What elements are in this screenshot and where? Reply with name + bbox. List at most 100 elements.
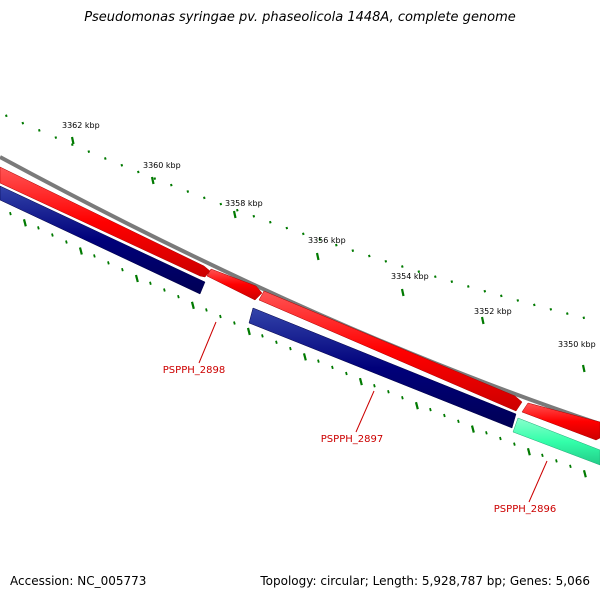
ruler-inner-minor-tick xyxy=(51,233,54,237)
ruler-label: 3356 kbp xyxy=(308,236,346,245)
ruler-inner-minor-tick xyxy=(317,359,320,363)
ruler-inner-major-tick xyxy=(246,327,251,336)
ruler-minor-tick xyxy=(203,196,206,200)
ruler-major-tick xyxy=(581,364,586,373)
ruler-minor-tick xyxy=(302,232,305,236)
gene-label-leader xyxy=(355,390,375,433)
ruler-label: 3352 kbp xyxy=(474,307,512,316)
ruler-inner-minor-tick xyxy=(457,419,460,424)
ruler-minor-tick xyxy=(120,163,124,167)
ruler-outer-ticks xyxy=(5,114,586,373)
gene-label-pspph-2898[interactable]: PSPPH_2898 xyxy=(163,365,225,376)
ruler-minor-tick xyxy=(71,143,74,146)
genome-backbone xyxy=(0,155,600,426)
ruler-minor-tick xyxy=(516,299,520,302)
ruler-inner-minor-tick xyxy=(429,407,432,412)
gene-reverse-2 xyxy=(248,307,517,429)
ruler-inner-major-tick xyxy=(302,353,307,361)
ruler-inner-major-tick xyxy=(134,274,139,283)
gene-forward-1 xyxy=(0,166,211,278)
ruler-minor-tick xyxy=(417,270,421,274)
ruler-inner-minor-tick xyxy=(65,240,68,244)
ruler-inner-minor-tick xyxy=(219,314,222,319)
ruler-inner-minor-tick xyxy=(485,431,488,435)
gene-label-leader xyxy=(528,460,548,503)
ruler-minor-tick xyxy=(434,275,437,279)
ruler-minor-tick xyxy=(38,129,41,132)
ruler-minor-tick xyxy=(21,121,25,125)
ruler-inner-minor-tick xyxy=(387,390,390,394)
gene-rna-1 xyxy=(512,417,600,466)
gene-reverse-1 xyxy=(0,185,206,295)
ruler-inner-minor-tick xyxy=(37,226,40,230)
ruler-minor-tick xyxy=(5,114,8,118)
ruler-inner-minor-tick xyxy=(275,340,278,344)
ruler-inner-minor-tick xyxy=(541,453,544,458)
ruler-inner-ticks xyxy=(9,211,587,478)
ruler-minor-tick xyxy=(483,289,487,293)
ruler-inner-minor-tick xyxy=(499,436,502,441)
ruler-minor-tick xyxy=(318,238,322,241)
ruler-label: 3358 kbp xyxy=(225,199,263,208)
ruler-inner-major-tick xyxy=(582,469,587,478)
ruler-inner-minor-tick xyxy=(163,288,166,292)
ruler-minor-tick xyxy=(549,307,553,311)
ruler-major-tick xyxy=(232,210,237,219)
ruler-label: 3350 kbp xyxy=(558,340,596,349)
ruler-minor-tick xyxy=(219,202,223,206)
ruler-major-tick xyxy=(400,288,405,297)
ruler-inner-minor-tick xyxy=(121,267,124,272)
gene-forward-2 xyxy=(206,268,263,301)
ruler-inner-minor-tick xyxy=(401,396,404,400)
ruler-minor-tick xyxy=(186,190,190,193)
ruler-inner-major-tick xyxy=(414,401,419,410)
ruler-inner-major-tick xyxy=(78,247,83,255)
ruler-inner-minor-tick xyxy=(93,254,96,258)
gene-forward-4 xyxy=(521,402,600,441)
ruler-inner-major-tick xyxy=(358,377,363,386)
ruler-inner-minor-tick xyxy=(205,308,208,312)
ruler-minor-tick xyxy=(137,170,140,174)
ruler-inner-minor-tick xyxy=(569,464,572,469)
ruler-inner-minor-tick xyxy=(289,346,292,351)
ruler-minor-tick xyxy=(170,183,173,187)
ruler-inner-minor-tick xyxy=(555,459,558,463)
ruler-inner-minor-tick xyxy=(233,321,236,325)
ruler-minor-tick xyxy=(467,285,470,288)
ruler-label: 3360 kbp xyxy=(143,161,181,170)
ruler-minor-tick xyxy=(566,312,569,315)
ruler-minor-tick xyxy=(87,150,91,153)
ruler-minor-tick xyxy=(582,316,586,320)
ruler-minor-tick xyxy=(500,294,503,298)
gene-label-pspph-2897[interactable]: PSPPH_2897 xyxy=(321,434,383,445)
accession-text: Accession: NC_005773 xyxy=(10,574,147,588)
ruler-inner-major-tick xyxy=(22,219,27,227)
ruler-inner-major-tick xyxy=(526,447,531,456)
ruler-minor-tick xyxy=(285,226,289,230)
ruler-minor-tick xyxy=(384,259,388,263)
ruler-major-tick xyxy=(150,176,155,185)
ruler-minor-tick xyxy=(236,208,239,212)
ruler-inner-minor-tick xyxy=(443,413,446,418)
ruler-inner-major-tick xyxy=(470,425,475,433)
ruler-minor-tick xyxy=(252,214,256,218)
ruler-major-tick xyxy=(70,136,75,145)
ruler-minor-tick xyxy=(269,220,272,224)
ruler-minor-tick xyxy=(368,254,371,258)
gene-label-leader xyxy=(198,321,217,364)
ruler-inner-major-tick xyxy=(190,301,195,310)
gene-label-pspph-2896[interactable]: PSPPH_2896 xyxy=(494,504,556,515)
ruler-inner-minor-tick xyxy=(345,371,348,376)
ruler-inner-minor-tick xyxy=(331,365,334,370)
genome-summary: Topology: circular; Length: 5,928,787 bp… xyxy=(260,574,590,588)
ruler-minor-tick xyxy=(533,303,536,307)
ruler-major-tick xyxy=(480,316,485,325)
ruler-minor-tick xyxy=(104,157,107,160)
gene-labels: PSPPH_2898 PSPPH_2897 PSPPH_2896 xyxy=(163,321,556,515)
ruler-minor-tick xyxy=(335,243,338,247)
ruler-minor-tick xyxy=(153,177,157,180)
ruler-inner-minor-tick xyxy=(107,261,110,265)
map-title: Pseudomonas syringae pv. phaseolicola 14… xyxy=(84,10,516,25)
